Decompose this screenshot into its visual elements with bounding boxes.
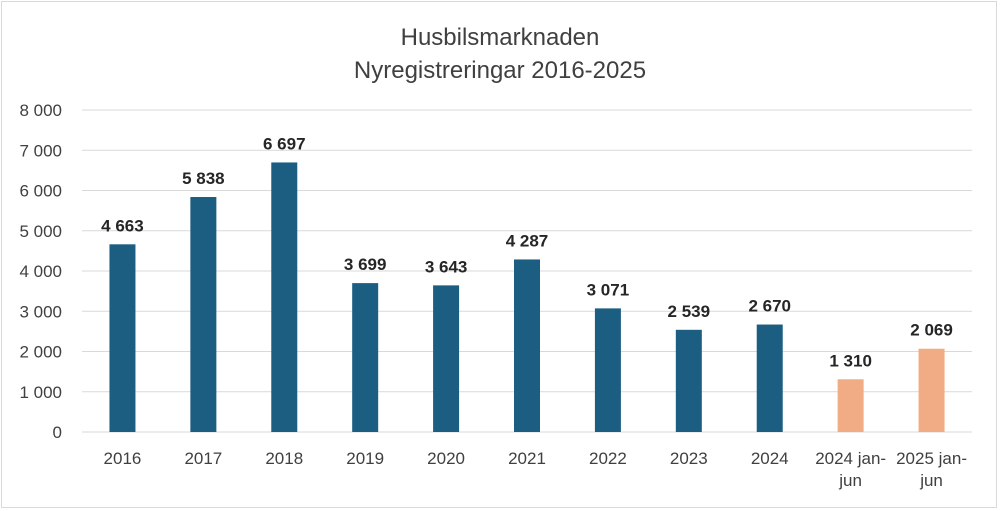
y-tick-label: 2 000	[19, 343, 62, 362]
bar	[352, 283, 379, 432]
y-tick-label: 3 000	[19, 302, 62, 321]
data-label: 5 838	[182, 169, 225, 188]
y-tick-label: 1 000	[19, 383, 62, 402]
data-label: 3 643	[425, 257, 468, 276]
y-tick-label: 0	[53, 423, 62, 442]
data-label: 2 539	[668, 302, 711, 321]
x-tick-label: 2019	[346, 449, 384, 468]
bar	[918, 348, 945, 432]
x-tick-label: 2025 jan-jun	[896, 449, 967, 490]
data-label: 4 287	[506, 231, 549, 250]
y-tick-label: 7 000	[19, 141, 62, 160]
x-axis-ticks: 2016 2017 2018 2019 2020 2021 2022 2023 2024 2024…	[104, 449, 967, 490]
data-label: 3 071	[587, 280, 630, 299]
y-tick-label: 8 000	[19, 101, 62, 120]
x-tick-label: 2024	[751, 449, 789, 468]
x-tick-label: 2020	[427, 449, 465, 468]
data-label: 2 069	[910, 321, 953, 340]
bar	[675, 329, 702, 432]
data-label: 4 663	[101, 216, 144, 235]
y-tick-label: 4 000	[19, 262, 62, 281]
x-tick-label: 2022	[589, 449, 627, 468]
x-tick-label: 2024 jan-jun	[815, 449, 886, 490]
x-tick-label: 2018	[265, 449, 303, 468]
data-label: 3 699	[344, 255, 387, 274]
x-tick-label: 2023	[670, 449, 708, 468]
bar	[433, 285, 460, 432]
chart-title: Husbilsmarknaden	[400, 24, 600, 51]
x-tick-label: 2017	[184, 449, 222, 468]
data-label: 2 670	[748, 297, 791, 316]
bar	[190, 197, 217, 432]
chart-subtitle: Nyregistreringar 2016-2025	[353, 57, 647, 84]
data-label: 6 697	[263, 134, 306, 153]
bar	[514, 259, 540, 432]
bar	[109, 244, 136, 432]
y-axis-ticks: 0 1 000 2 000 3 000 4 000 5 000 6 000 7 000 8 00…	[19, 101, 62, 442]
data-label: 1 310	[829, 351, 872, 370]
y-tick-label: 6 000	[19, 182, 62, 201]
y-tick-label: 5 000	[19, 222, 62, 241]
x-tick-label: 2016	[104, 449, 142, 468]
bar	[594, 308, 621, 432]
x-tick-label: 2021	[508, 449, 546, 468]
bar	[837, 379, 864, 432]
bars	[109, 162, 945, 433]
bar	[271, 162, 298, 433]
data-labels: 4 663 5 838 6 697 3 699 3 643 4 287 3 071 2 539…	[101, 134, 953, 370]
bar	[756, 324, 783, 432]
